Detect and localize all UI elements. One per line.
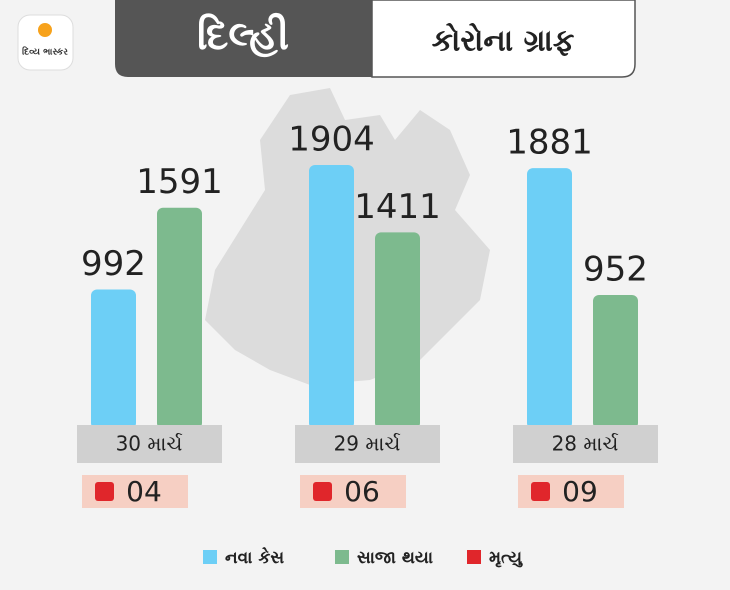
legend-swatch — [467, 550, 481, 564]
legend-label: મૃત્યુ — [489, 548, 523, 568]
death-label: 06 — [344, 475, 380, 508]
bar — [593, 295, 638, 429]
legend-swatch — [335, 550, 349, 564]
x-tick-label: 29 માર્ચ — [334, 432, 401, 456]
death-icon — [313, 482, 332, 501]
bar — [157, 207, 202, 429]
category-box — [295, 425, 440, 463]
death-icon — [531, 482, 550, 501]
value-label: 1904 — [288, 120, 375, 160]
value-label: 1881 — [506, 123, 593, 163]
value-label: 992 — [81, 244, 146, 284]
bar — [527, 168, 572, 430]
death-label: 09 — [562, 475, 598, 508]
bar — [375, 232, 420, 429]
category-box — [77, 425, 222, 463]
legend-swatch — [203, 550, 217, 564]
x-tick-label: 30 માર્ચ — [116, 432, 183, 456]
subtitle-box — [371, 0, 636, 78]
x-tick-label: 28 માર્ચ — [552, 432, 619, 456]
value-label: 1591 — [136, 162, 223, 202]
title-box — [115, 0, 372, 77]
legend-label: સાજા થયા — [357, 548, 433, 568]
bar — [91, 289, 136, 429]
category-box — [513, 425, 658, 463]
value-label: 952 — [583, 250, 648, 290]
logo-box — [17, 14, 74, 71]
logo-sun — [38, 23, 52, 37]
logo-text: દિવ્ય ભાસ્કર — [22, 46, 68, 58]
death-label: 04 — [126, 475, 162, 508]
chart-subtitle: કોરોના ગ્રાફ — [432, 23, 575, 59]
bar — [309, 165, 354, 429]
chart-title: દિલ્હી — [197, 13, 289, 59]
value-label: 1411 — [354, 187, 441, 227]
death-icon — [95, 482, 114, 501]
legend-label: નવા કેસ — [225, 546, 284, 568]
